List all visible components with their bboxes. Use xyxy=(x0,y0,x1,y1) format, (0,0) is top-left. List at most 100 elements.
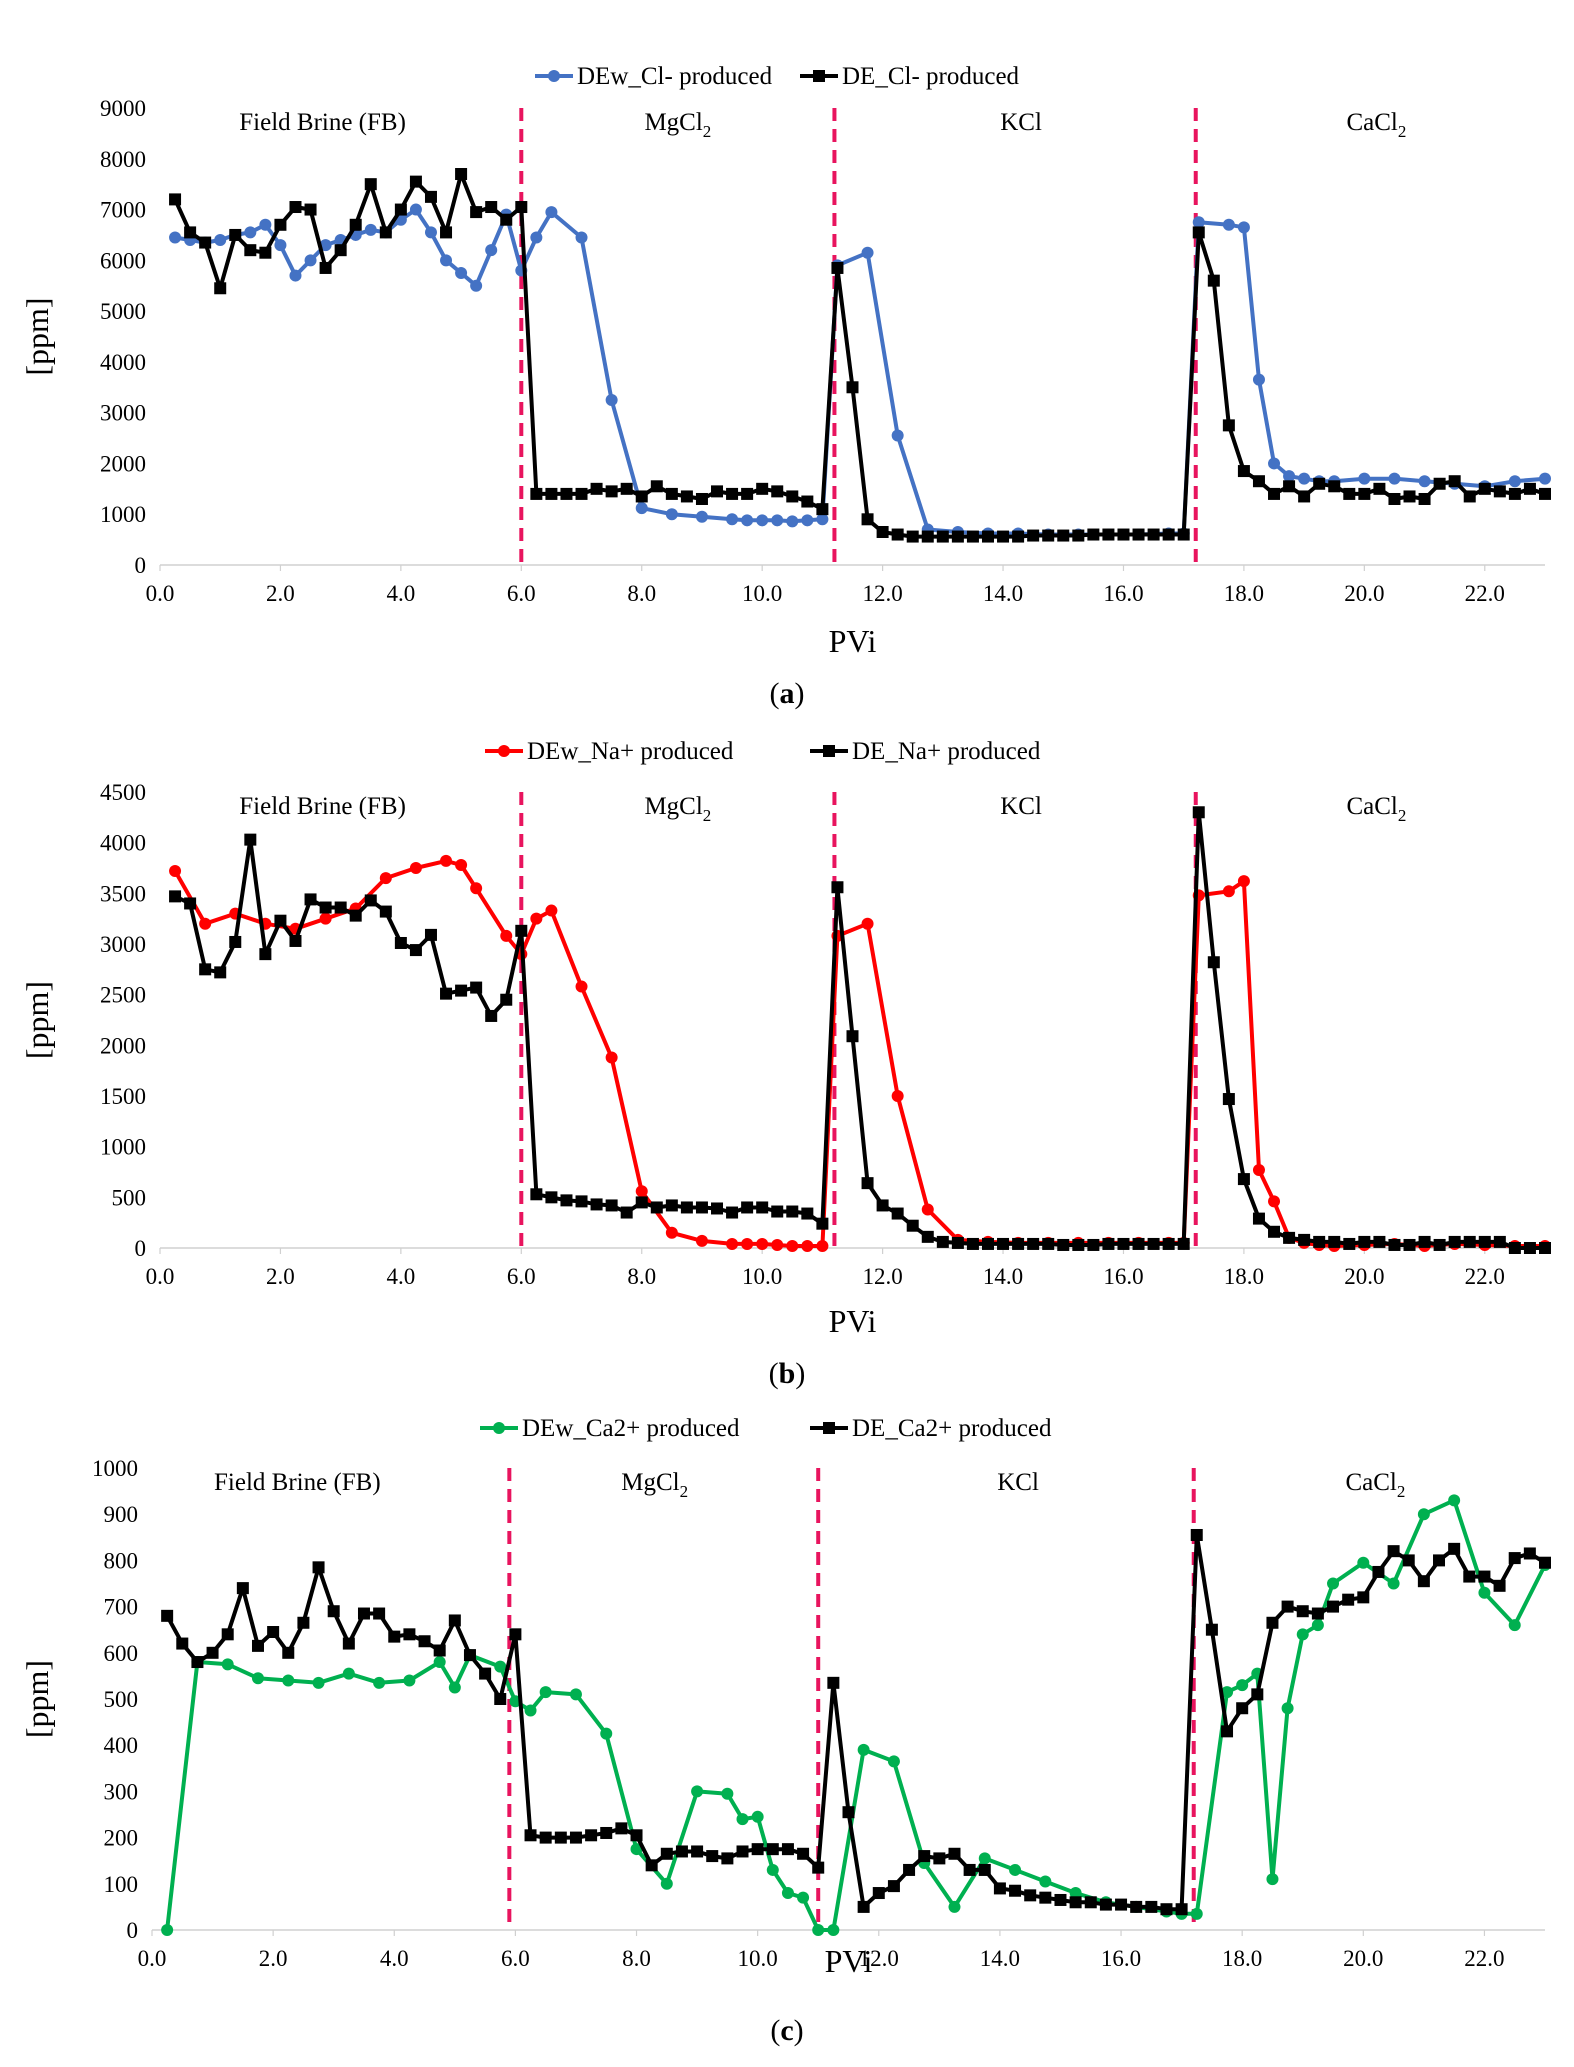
data-point xyxy=(244,226,257,239)
x-tick-label: 18.0 xyxy=(1224,581,1264,606)
data-point xyxy=(319,912,332,925)
data-point xyxy=(470,279,483,292)
data-point xyxy=(978,1852,991,1865)
data-point xyxy=(1222,885,1235,898)
data-point xyxy=(1236,1702,1249,1715)
region-label: CaCl2 xyxy=(1346,793,1406,825)
data-point xyxy=(289,269,302,282)
panel-b-axes: 0.0 2.0 4.0 6.0 8.0 10.0 12.0 14.0 16.0 18.0 20.0 2… xyxy=(100,780,1545,1289)
data-point xyxy=(409,862,422,874)
region-label-subscript: 2 xyxy=(703,122,712,141)
region-label-text: KCl xyxy=(1000,793,1042,820)
data-point xyxy=(726,487,739,500)
x-tick-label: 0.0 xyxy=(138,1946,167,1971)
data-point xyxy=(1508,1552,1521,1565)
data-point xyxy=(585,1829,598,1842)
data-point xyxy=(357,1607,370,1620)
panel-a-series xyxy=(169,168,1551,543)
x-tick-label: 20.0 xyxy=(1344,1264,1384,1289)
data-point xyxy=(993,1882,1006,1895)
data-point xyxy=(244,244,257,257)
data-point xyxy=(244,833,257,846)
region-label-text: Field Brine (FB) xyxy=(239,793,406,820)
data-point xyxy=(695,492,708,505)
data-point xyxy=(575,487,588,500)
data-point xyxy=(1463,1570,1476,1583)
data-point xyxy=(741,1201,754,1214)
data-point xyxy=(921,1230,934,1243)
data-point xyxy=(1027,529,1040,542)
data-point xyxy=(440,854,453,867)
data-point xyxy=(1268,1225,1281,1238)
data-point xyxy=(1281,1600,1294,1613)
data-point xyxy=(680,1201,693,1214)
data-point xyxy=(394,203,407,216)
data-point xyxy=(1147,1237,1160,1250)
data-point xyxy=(1387,1577,1400,1590)
data-point xyxy=(876,1199,889,1212)
data-point xyxy=(494,1693,507,1705)
data-point xyxy=(1463,1235,1476,1248)
data-point xyxy=(1327,1577,1340,1590)
data-point xyxy=(781,1843,794,1856)
y-tick-label: 2000 xyxy=(100,451,146,476)
panel-a-legend: DEw_Cl- produced DE_Cl- produced xyxy=(535,63,1020,90)
data-point xyxy=(861,917,874,930)
data-point xyxy=(978,1863,991,1876)
data-point xyxy=(259,246,272,259)
data-point xyxy=(1222,1093,1235,1106)
data-point xyxy=(816,1217,829,1230)
x-tick-label: 2.0 xyxy=(259,1946,288,1971)
data-point xyxy=(812,1924,825,1936)
region-label-text: KCl xyxy=(1000,109,1042,136)
data-point xyxy=(726,1237,739,1250)
data-point xyxy=(373,1607,386,1620)
data-point xyxy=(726,1206,739,1219)
x-tick-label: 16.0 xyxy=(1101,1946,1141,1971)
data-point xyxy=(816,513,829,526)
data-point xyxy=(771,1238,784,1251)
series-line xyxy=(165,1533,1547,1912)
legend-marker-dew-na xyxy=(498,745,510,757)
x-tick-label: 6.0 xyxy=(507,581,536,606)
legend-marker-de-cl xyxy=(813,70,825,82)
data-point xyxy=(1493,485,1506,498)
y-tick-label: 4000 xyxy=(100,831,146,856)
data-point xyxy=(695,1201,708,1214)
data-point xyxy=(1298,490,1311,503)
data-point xyxy=(530,231,543,244)
data-point xyxy=(221,1658,234,1671)
data-point xyxy=(600,1826,613,1839)
data-point xyxy=(1072,529,1085,542)
data-point xyxy=(665,1226,678,1239)
data-point xyxy=(1417,1508,1430,1521)
data-point xyxy=(161,1609,174,1622)
data-point xyxy=(801,514,814,527)
data-point xyxy=(827,1676,840,1689)
data-point xyxy=(736,1813,749,1826)
data-point xyxy=(1373,482,1386,495)
data-point xyxy=(605,485,618,498)
data-point xyxy=(1177,1237,1190,1250)
data-point xyxy=(906,530,919,543)
data-point xyxy=(1268,487,1281,500)
data-point xyxy=(1523,1547,1536,1560)
data-point xyxy=(569,1688,582,1701)
region-label-text: KCl xyxy=(997,1469,1039,1496)
legend-label-de-ca: DE_Ca2+ produced xyxy=(852,1415,1052,1442)
data-point xyxy=(214,234,227,247)
data-point xyxy=(1207,274,1220,287)
data-point xyxy=(590,482,603,495)
data-point xyxy=(1190,1528,1203,1541)
data-point xyxy=(403,1674,416,1687)
data-point xyxy=(1387,1545,1400,1558)
data-point xyxy=(409,175,422,188)
data-point xyxy=(1433,1554,1446,1567)
data-point xyxy=(1418,1235,1431,1248)
x-tick-label: 20.0 xyxy=(1344,581,1384,606)
x-axis-label-b: PVi xyxy=(829,1303,877,1339)
data-point xyxy=(812,1861,825,1874)
data-point xyxy=(831,261,844,274)
data-point xyxy=(590,1198,603,1211)
data-point xyxy=(1117,1237,1130,1250)
